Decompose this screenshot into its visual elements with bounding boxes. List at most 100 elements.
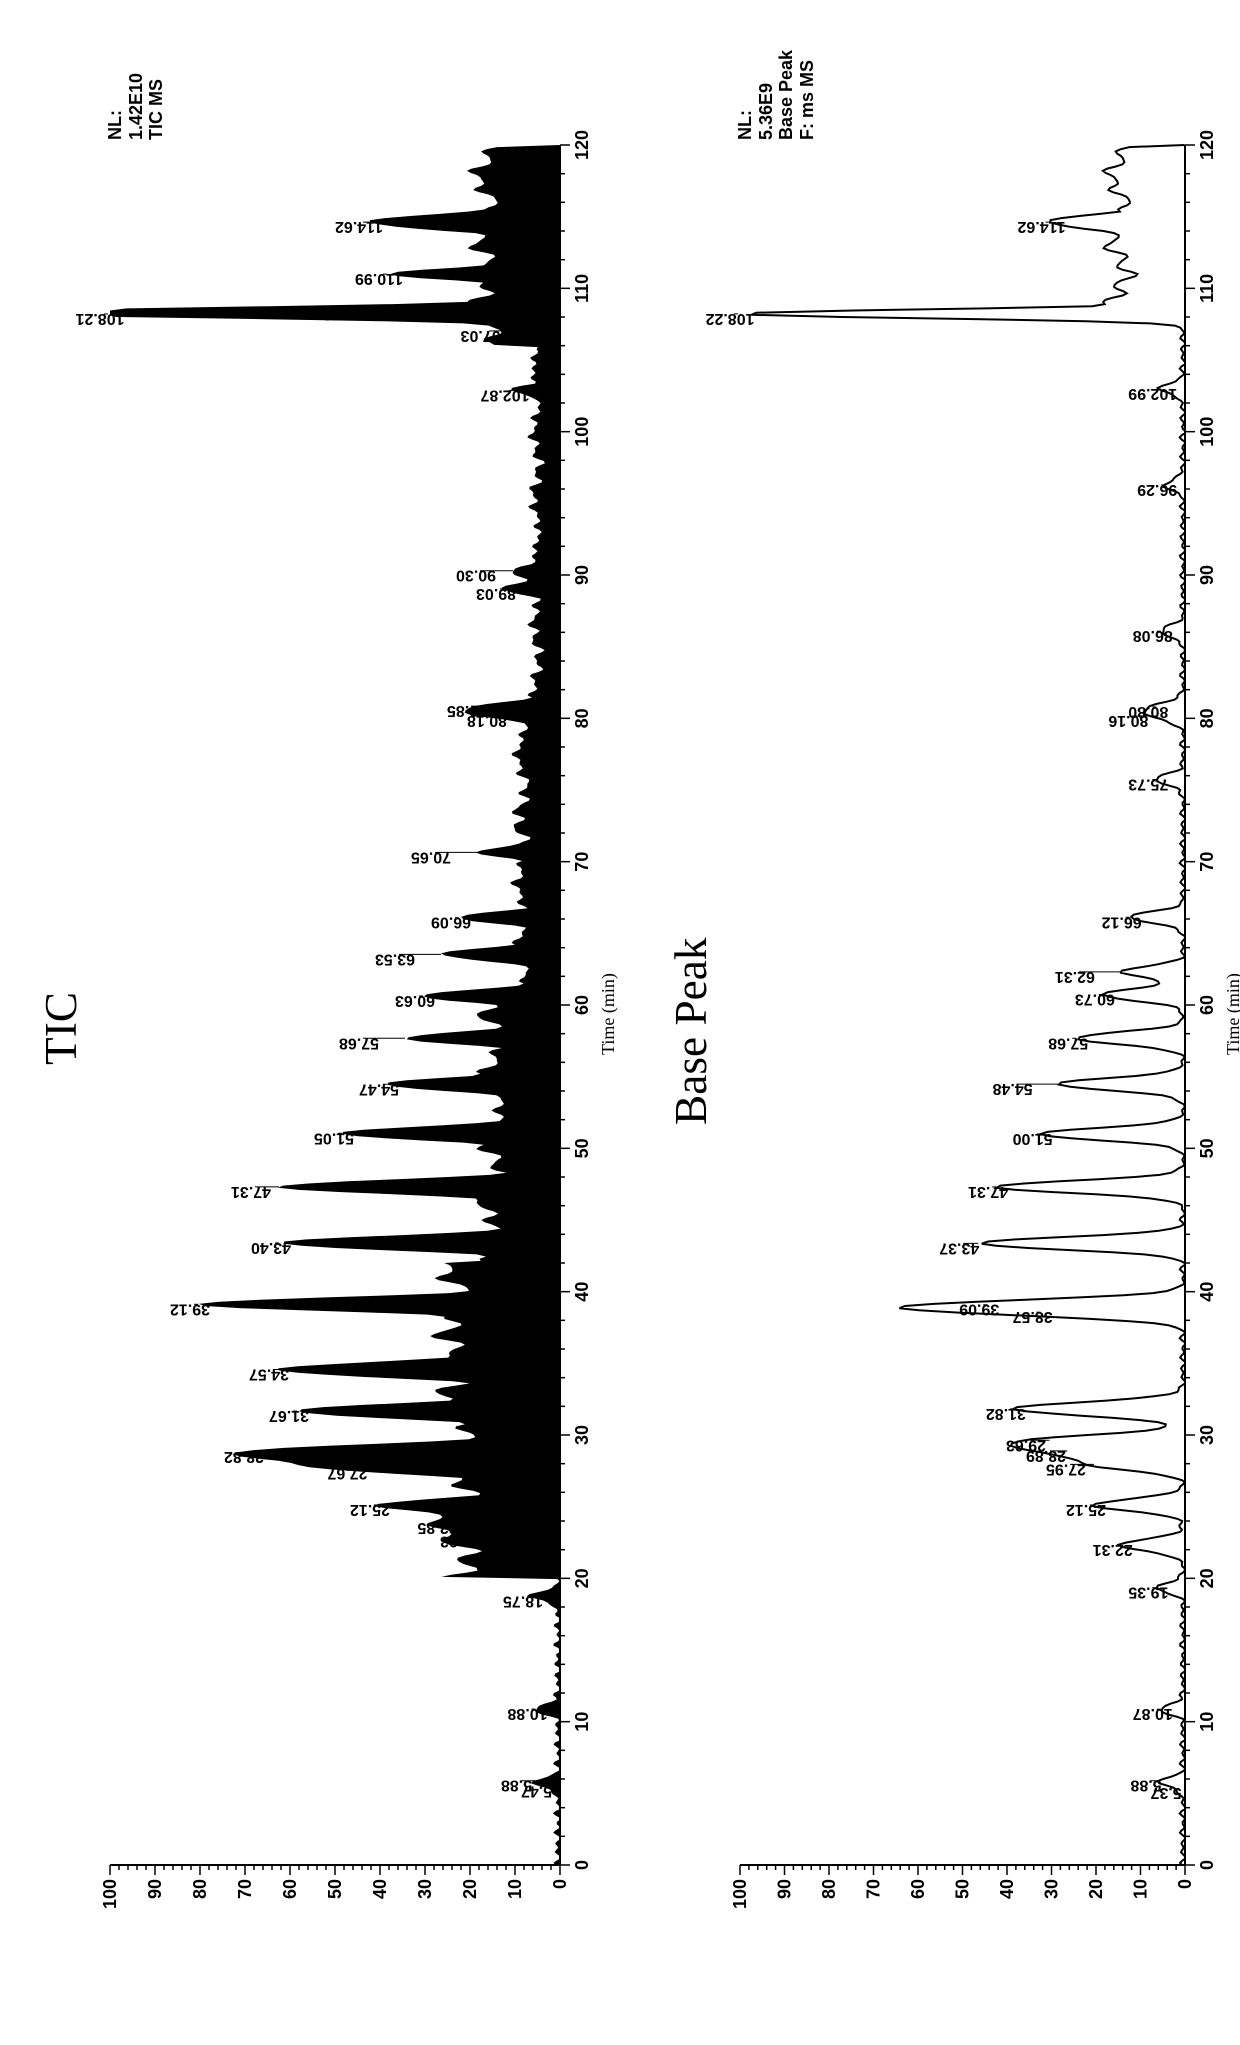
- svg-text:21.20: 21.20: [476, 1557, 516, 1574]
- svg-text:39.09: 39.09: [959, 1301, 999, 1318]
- svg-text:30: 30: [415, 1879, 435, 1899]
- svg-text:40: 40: [1197, 1282, 1217, 1302]
- svg-text:114.62: 114.62: [1017, 218, 1065, 235]
- base-peak-trace: [752, 145, 1186, 1865]
- svg-text:43.37: 43.37: [939, 1239, 979, 1256]
- svg-text:20: 20: [1086, 1879, 1106, 1899]
- svg-text:80: 80: [190, 1879, 210, 1899]
- base-peak-chromatogram: 0 10 20 30 40 50 60 70 80 90 100 0 10 20 30 40 50 60 70 80 9…: [650, 0, 1240, 2045]
- svg-text:90: 90: [1197, 565, 1217, 585]
- svg-text:47.31: 47.31: [231, 1183, 271, 1200]
- svg-text:51.05: 51.05: [314, 1129, 354, 1146]
- svg-text:30: 30: [572, 1425, 592, 1445]
- svg-text:108.52: 108.52: [323, 306, 372, 323]
- svg-text:110: 110: [572, 274, 592, 303]
- svg-text:60: 60: [572, 995, 592, 1015]
- svg-text:23.85: 23.85: [417, 1519, 457, 1536]
- svg-text:10.88: 10.88: [507, 1705, 547, 1722]
- tic-chromatogram: 0 10 20 30 40 50 60 70 80 90 100 0 10 20 30 40 50 60 70 80 9…: [20, 0, 650, 2045]
- svg-text:20: 20: [572, 1568, 592, 1588]
- svg-text:54.48: 54.48: [992, 1080, 1032, 1097]
- svg-text:29.63: 29.63: [1006, 1436, 1046, 1453]
- svg-text:10.87: 10.87: [1133, 1705, 1173, 1722]
- svg-text:60: 60: [908, 1879, 928, 1899]
- svg-text:80: 80: [819, 1879, 839, 1899]
- svg-text:30: 30: [1042, 1879, 1062, 1899]
- svg-text:31.67: 31.67: [269, 1407, 309, 1424]
- svg-text:40: 40: [997, 1879, 1017, 1899]
- svg-text:75.73: 75.73: [1128, 776, 1168, 793]
- svg-text:60: 60: [280, 1879, 300, 1899]
- svg-text:0: 0: [572, 1860, 592, 1870]
- svg-text:5.88: 5.88: [1130, 1777, 1161, 1794]
- svg-text:40: 40: [572, 1282, 592, 1302]
- svg-text:27.67: 27.67: [327, 1464, 367, 1481]
- svg-text:102.99: 102.99: [1128, 385, 1177, 402]
- svg-text:50: 50: [1197, 1138, 1217, 1158]
- svg-text:89.03: 89.03: [476, 585, 516, 602]
- svg-text:25.12: 25.12: [1066, 1501, 1106, 1518]
- svg-text:0: 0: [550, 1879, 570, 1889]
- svg-text:54.47: 54.47: [359, 1080, 399, 1097]
- svg-text:57.68: 57.68: [1048, 1034, 1088, 1051]
- svg-text:43.40: 43.40: [251, 1239, 291, 1256]
- svg-text:51.00: 51.00: [1012, 1130, 1052, 1147]
- svg-text:80: 80: [1197, 708, 1217, 728]
- svg-text:47.31: 47.31: [968, 1183, 1008, 1200]
- svg-text:120: 120: [572, 130, 592, 160]
- svg-text:31.82: 31.82: [986, 1405, 1026, 1422]
- svg-text:50: 50: [953, 1879, 973, 1899]
- svg-text:90: 90: [145, 1879, 165, 1899]
- svg-text:86.08: 86.08: [1133, 627, 1173, 644]
- svg-text:120: 120: [1197, 130, 1217, 160]
- svg-text:5.88: 5.88: [501, 1777, 532, 1794]
- svg-text:25.12: 25.12: [350, 1501, 390, 1518]
- svg-text:40: 40: [370, 1879, 390, 1899]
- svg-text:10: 10: [505, 1879, 525, 1899]
- svg-text:108.22: 108.22: [705, 310, 754, 327]
- svg-text:0: 0: [1197, 1860, 1217, 1870]
- svg-text:34.57: 34.57: [249, 1365, 289, 1382]
- svg-text:107.03: 107.03: [460, 327, 509, 344]
- svg-text:114.62: 114.62: [335, 218, 383, 235]
- svg-text:22.31: 22.31: [1093, 1541, 1133, 1558]
- svg-text:0: 0: [1175, 1879, 1195, 1889]
- svg-text:66.12: 66.12: [1101, 913, 1141, 930]
- svg-text:108.21: 108.21: [75, 310, 124, 327]
- svg-text:80.80: 80.80: [1128, 703, 1168, 720]
- svg-text:90.30: 90.30: [456, 567, 496, 584]
- svg-text:10: 10: [1197, 1712, 1217, 1732]
- svg-text:20: 20: [460, 1879, 480, 1899]
- svg-text:28.82: 28.82: [224, 1448, 264, 1465]
- svg-text:70: 70: [1197, 852, 1217, 872]
- svg-text:18.75: 18.75: [503, 1592, 543, 1609]
- svg-text:70: 70: [864, 1879, 884, 1899]
- svg-text:39.12: 39.12: [170, 1300, 210, 1317]
- svg-text:10: 10: [1131, 1879, 1151, 1899]
- svg-text:60.63: 60.63: [395, 992, 435, 1009]
- svg-text:100: 100: [1197, 417, 1217, 447]
- svg-text:50: 50: [572, 1138, 592, 1158]
- svg-text:90: 90: [775, 1879, 795, 1899]
- svg-text:20: 20: [1197, 1568, 1217, 1588]
- svg-text:96.29: 96.29: [1137, 481, 1177, 498]
- svg-text:57.68: 57.68: [339, 1034, 379, 1051]
- svg-text:100: 100: [100, 1879, 120, 1909]
- svg-text:38.57: 38.57: [1012, 1308, 1052, 1325]
- svg-text:10: 10: [572, 1712, 592, 1732]
- svg-text:80.85: 80.85: [447, 702, 487, 719]
- svg-text:50: 50: [325, 1879, 345, 1899]
- svg-text:102.87: 102.87: [480, 387, 529, 404]
- svg-text:66.09: 66.09: [431, 914, 471, 931]
- svg-text:30: 30: [1197, 1425, 1217, 1445]
- svg-text:70: 70: [572, 852, 592, 872]
- svg-text:70: 70: [235, 1879, 255, 1899]
- svg-text:60.73: 60.73: [1075, 991, 1115, 1008]
- svg-text:90: 90: [572, 565, 592, 585]
- svg-text:80: 80: [572, 708, 592, 728]
- svg-text:110: 110: [1197, 274, 1217, 303]
- svg-text:110.99: 110.99: [355, 270, 403, 287]
- svg-text:60: 60: [1197, 995, 1217, 1015]
- svg-text:100: 100: [572, 417, 592, 447]
- svg-text:70.65: 70.65: [411, 848, 451, 865]
